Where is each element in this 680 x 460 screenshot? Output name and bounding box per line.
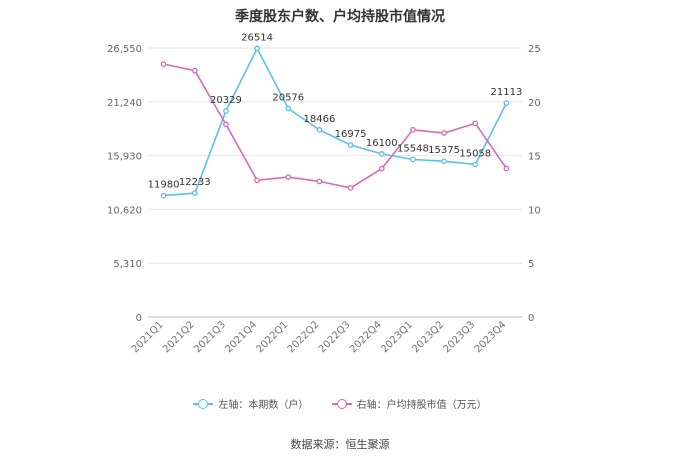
legend-swatch-avg-value-icon [331,398,352,409]
right-tick-label: 15 [528,152,541,163]
x-tick-label: 2021Q2 [161,319,197,355]
data-point-avg-value [285,174,292,180]
data-point-avg-value [254,177,260,184]
data-point-avg-value [472,120,479,127]
left-tick-label: 0 [136,313,142,324]
data-point-avg-value [410,126,416,133]
x-tick-label: 2023Q2 [410,319,446,355]
data-label: 15058 [459,148,491,159]
data-label: 15548 [397,143,429,154]
data-point-households [410,156,416,163]
data-label: 11980 [148,180,180,191]
data-point-households [285,105,292,112]
data-label: 16975 [335,129,367,140]
data-point-avg-value [316,178,323,185]
x-tick-label: 2021Q3 [192,319,228,355]
data-point-households [223,108,229,114]
legend-item-avg-value[interactable]: 右轴：户均持股市值（万元） [331,396,487,411]
x-tick-label: 2022Q4 [348,319,384,355]
x-tick-label: 2022Q2 [286,319,322,355]
data-point-avg-value [160,61,167,67]
legend-label-avg-value: 右轴：户均持股市值（万元） [356,400,487,411]
series-line-avg-value [163,63,508,189]
data-label: 21113 [491,87,523,98]
left-tick-label: 26,550 [107,44,142,55]
data-point-avg-value [441,130,447,136]
legend-item-households[interactable]: 左轴：本期数（户） [193,396,308,411]
data-point-households [160,192,167,199]
right-tick-label: 25 [528,44,541,55]
series-line-households [163,46,508,197]
data-label: 26514 [241,32,273,43]
right-tick-label: 20 [528,98,541,109]
data-point-households [441,158,447,165]
left-tick-label: 21,240 [107,98,142,109]
data-point-households [254,45,260,52]
legend: 左轴：本期数（户） 右轴：户均持股市值（万元） [0,396,680,412]
x-tick-label: 2023Q4 [473,319,509,355]
data-point-avg-value [378,165,385,172]
x-tick-label: 2021Q1 [130,319,166,355]
data-source: 数据来源：恒生聚源 [290,438,390,451]
left-tick-label: 10,620 [107,205,142,216]
data-label: 20576 [272,93,304,104]
data-label: 15375 [428,145,460,156]
right-tick-label: 10 [528,205,541,216]
x-tick-label: 2023Q3 [442,319,478,355]
data-point-avg-value [191,67,198,74]
right-tick-label: 0 [528,313,534,324]
data-point-avg-value [223,121,229,128]
data-point-households [347,142,354,148]
x-tick-label: 2023Q1 [379,319,415,355]
x-tick-label: 2022Q3 [317,319,353,355]
data-label: 16100 [366,138,398,149]
data-label: 18466 [304,114,336,125]
data-label: 12233 [179,177,211,188]
data-point-households [503,100,510,106]
legend-swatch-households-icon [193,398,214,409]
left-tick-label: 15,930 [107,152,142,163]
data-point-households [316,127,323,133]
x-tick-label: 2022Q1 [255,319,291,355]
data-point-households [472,161,479,168]
data-point-avg-value [347,185,354,191]
legend-label-households: 左轴：本期数（户） [218,400,309,411]
data-label: 20329 [210,95,242,106]
data-point-households [191,190,198,196]
right-tick-label: 5 [528,259,534,270]
data-point-households [378,151,385,157]
chart-title: 季度股东户数、户均持股市值情况 [235,9,445,25]
data-point-avg-value [503,165,510,172]
x-tick-label: 2021Q4 [223,319,259,355]
left-tick-label: 5,310 [113,259,142,270]
